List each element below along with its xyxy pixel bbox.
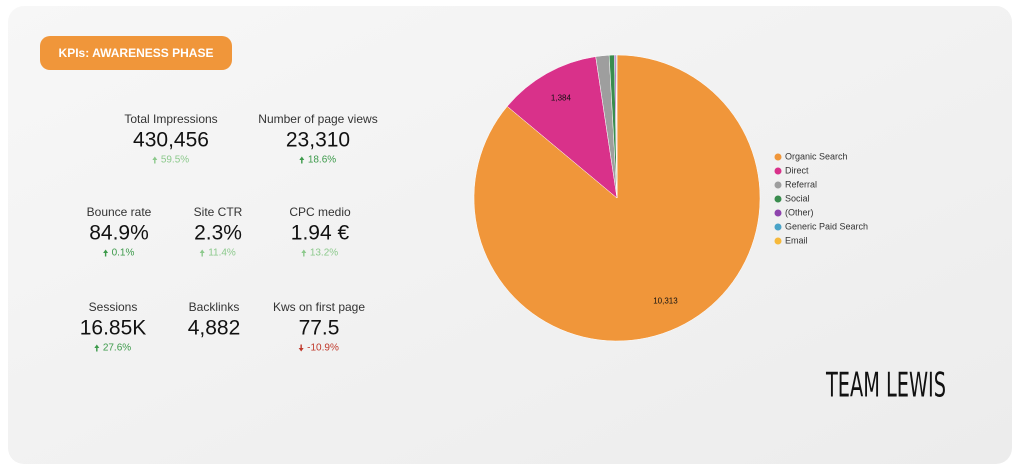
legend-label: Organic Search [785, 151, 848, 161]
data-label: 1,384 [551, 93, 572, 102]
legend-swatch [774, 209, 782, 217]
logo: TEAM LEWIS [825, 366, 946, 406]
legend-swatch [774, 237, 782, 245]
kpi-change: 13.2% [310, 248, 338, 259]
title-badge [40, 36, 232, 70]
kpi-change: 0.1% [112, 248, 135, 259]
kpi-value: 77.5 [299, 317, 340, 340]
kpi-label: Total Impressions [124, 112, 217, 126]
legend-label: Generic Paid Search [785, 221, 868, 231]
kpi-value: 23,310 [286, 129, 350, 152]
kpi-value: 430,456 [133, 129, 209, 152]
legend-label: Email [785, 235, 808, 245]
legend-label: Direct [785, 165, 809, 175]
change-arrow [94, 344, 100, 352]
change-arrow [301, 249, 307, 257]
kpi-change: 18.6% [308, 155, 336, 166]
legend-swatch [774, 181, 782, 189]
change-arrow [152, 156, 158, 164]
change-arrow [298, 344, 304, 352]
kpi-value: 84.9% [89, 222, 149, 245]
kpi-value: 16.85K [80, 317, 147, 340]
kpi-change: 11.4% [208, 248, 236, 259]
kpi-label: Backlinks [189, 300, 240, 314]
title: KPIs: AWARENESS PHASE [59, 46, 214, 60]
kpi-value: 4,882 [188, 317, 241, 340]
kpi-label: Sessions [89, 300, 138, 314]
kpi-change: 59.5% [161, 155, 189, 166]
legend-swatch [774, 153, 782, 161]
kpi-value: 2.3% [194, 222, 242, 245]
kpi-label: Kws on first page [273, 300, 365, 314]
legend-label: Social [785, 193, 810, 203]
kpi-label: Number of page views [258, 112, 377, 126]
kpi-label: Site CTR [194, 205, 243, 219]
legend-swatch [774, 195, 782, 203]
legend-label: Referral [785, 179, 817, 189]
change-arrow [103, 249, 109, 257]
change-arrow [199, 249, 205, 257]
kpi-value: 1.94 € [291, 222, 350, 245]
pie-slice [506, 56, 618, 199]
kpi-change: -10.9% [307, 343, 339, 354]
change-arrow [299, 156, 305, 164]
kpi-label: CPC medio [289, 205, 351, 219]
kpi-label: Bounce rate [87, 205, 152, 219]
legend-label: (Other) [785, 207, 814, 217]
legend-swatch [774, 167, 782, 175]
legend-swatch [774, 223, 782, 231]
kpi-change: 27.6% [103, 343, 131, 354]
data-label: 10,313 [653, 297, 678, 306]
